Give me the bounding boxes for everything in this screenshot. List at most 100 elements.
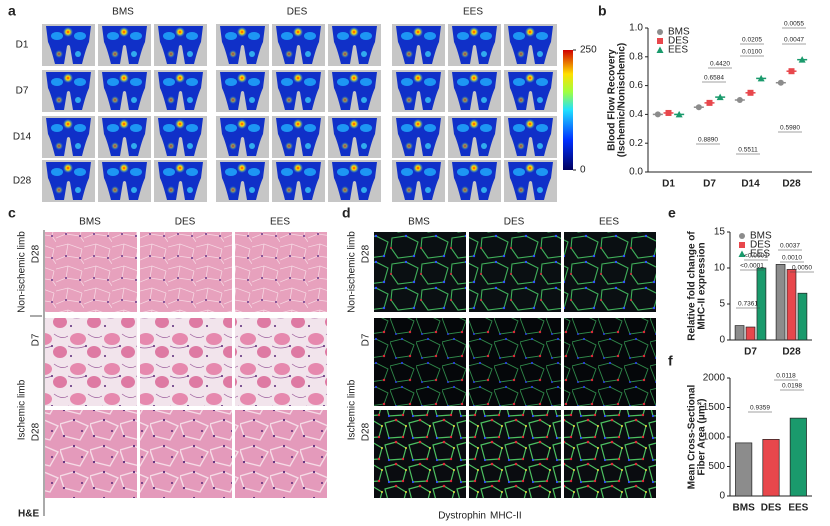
y-axis-label: MHC-II expression — [697, 242, 708, 329]
micrograph — [140, 410, 232, 498]
perfusion-image — [42, 24, 95, 66]
y-tick-label: 0.2 — [629, 138, 643, 149]
legend-label: BMS — [750, 231, 772, 242]
marker — [747, 89, 754, 96]
y-tick-label: 1500 — [703, 402, 726, 413]
micrograph — [45, 232, 137, 312]
p-value: 0.0205 — [742, 37, 762, 44]
micrograph — [235, 410, 327, 498]
p-value: 0.0047 — [784, 37, 804, 44]
group-label: Non-ischemic limb — [17, 231, 28, 313]
legend-label: BMS — [668, 27, 690, 38]
p-value: <0.0001 — [740, 263, 764, 270]
perfusion-image — [154, 24, 207, 66]
x-tick-label: D7 — [744, 347, 757, 358]
row-label: D28 — [361, 422, 372, 441]
micrograph — [469, 318, 561, 406]
marker — [739, 233, 745, 239]
micrograph — [564, 318, 656, 406]
p-value: 0.4420 — [710, 61, 730, 68]
colorbar-label: 250 — [580, 45, 597, 56]
bar — [734, 325, 745, 341]
micrograph — [374, 232, 466, 312]
panel-label: d — [342, 205, 351, 221]
y-axis-label: Blood Flow Recovery — [607, 49, 618, 151]
x-tick-label: D14 — [741, 179, 760, 190]
stain-label: MHC-II — [490, 511, 522, 522]
panel-label: a — [8, 3, 16, 19]
x-tick-label: D1 — [662, 179, 675, 190]
column-label: DES — [504, 217, 525, 228]
micrograph — [374, 410, 466, 498]
marker — [657, 38, 663, 44]
column-label: BMS — [112, 7, 134, 18]
bar — [789, 417, 807, 497]
perfusion-image — [504, 160, 557, 202]
y-tick-label: 10 — [714, 263, 726, 274]
perfusion-image — [272, 116, 325, 158]
legend-label: EES — [750, 249, 770, 260]
row-label: D28 — [31, 244, 42, 263]
marker — [665, 109, 672, 116]
p-value: 0.0198 — [782, 383, 802, 390]
group-label: Ischemic limb — [347, 379, 358, 440]
marker — [695, 104, 702, 111]
legend-label: DES — [750, 240, 771, 251]
bar — [735, 442, 753, 497]
perfusion-image — [392, 116, 445, 158]
perfusion-image — [328, 70, 381, 112]
perfusion-image — [448, 160, 501, 202]
p-value: 0.5980 — [780, 125, 800, 132]
y-tick-label: 0.6 — [629, 80, 643, 91]
perfusion-image — [98, 160, 151, 202]
marker — [654, 111, 661, 118]
perfusion-image — [216, 160, 269, 202]
micrograph — [469, 410, 561, 498]
column-label: DES — [175, 217, 196, 228]
marker — [788, 68, 795, 75]
y-axis-label: Fiber Area (μm²) — [697, 399, 708, 476]
perfusion-image — [216, 116, 269, 158]
bar — [775, 264, 786, 341]
p-value: 0.6584 — [704, 75, 724, 82]
column-label: BMS — [79, 217, 101, 228]
y-tick-label: 2000 — [703, 373, 726, 384]
marker — [739, 242, 745, 248]
y-tick-label: 1000 — [703, 432, 726, 443]
panel-label: f — [668, 353, 673, 369]
stain-label: Dystrophin — [438, 511, 486, 522]
group-label: Ischemic limb — [17, 379, 28, 440]
panel-label: e — [668, 205, 676, 221]
micrograph — [564, 232, 656, 312]
row-label: D1 — [16, 40, 29, 51]
x-tick-label: BMS — [733, 503, 756, 514]
perfusion-image — [392, 70, 445, 112]
y-tick-label: 0 — [719, 491, 725, 502]
perfusion-image — [392, 160, 445, 202]
perfusion-image — [448, 70, 501, 112]
y-tick-label: 0.4 — [629, 109, 643, 120]
perfusion-image — [504, 116, 557, 158]
y-axis-label: (Ischemic/Nonischemic) — [617, 43, 628, 157]
p-value: <0.0001 — [744, 253, 768, 260]
bar — [797, 292, 808, 341]
perfusion-image — [272, 24, 325, 66]
perfusion-image — [328, 160, 381, 202]
micrograph — [140, 232, 232, 312]
row-label: D7 — [31, 333, 42, 346]
y-tick-label: 5 — [719, 299, 725, 310]
p-value: 0.0050 — [792, 265, 812, 272]
perfusion-image — [216, 24, 269, 66]
legend-label: DES — [668, 36, 689, 47]
perfusion-image — [272, 70, 325, 112]
x-tick-label: EES — [788, 503, 808, 514]
y-tick-label: 1.0 — [629, 23, 643, 34]
colorbar — [563, 50, 573, 170]
column-label: EES — [270, 217, 290, 228]
perfusion-image — [504, 70, 557, 112]
row-label: D7 — [361, 333, 372, 346]
perfusion-image — [42, 70, 95, 112]
perfusion-image — [98, 116, 151, 158]
marker — [706, 99, 713, 106]
